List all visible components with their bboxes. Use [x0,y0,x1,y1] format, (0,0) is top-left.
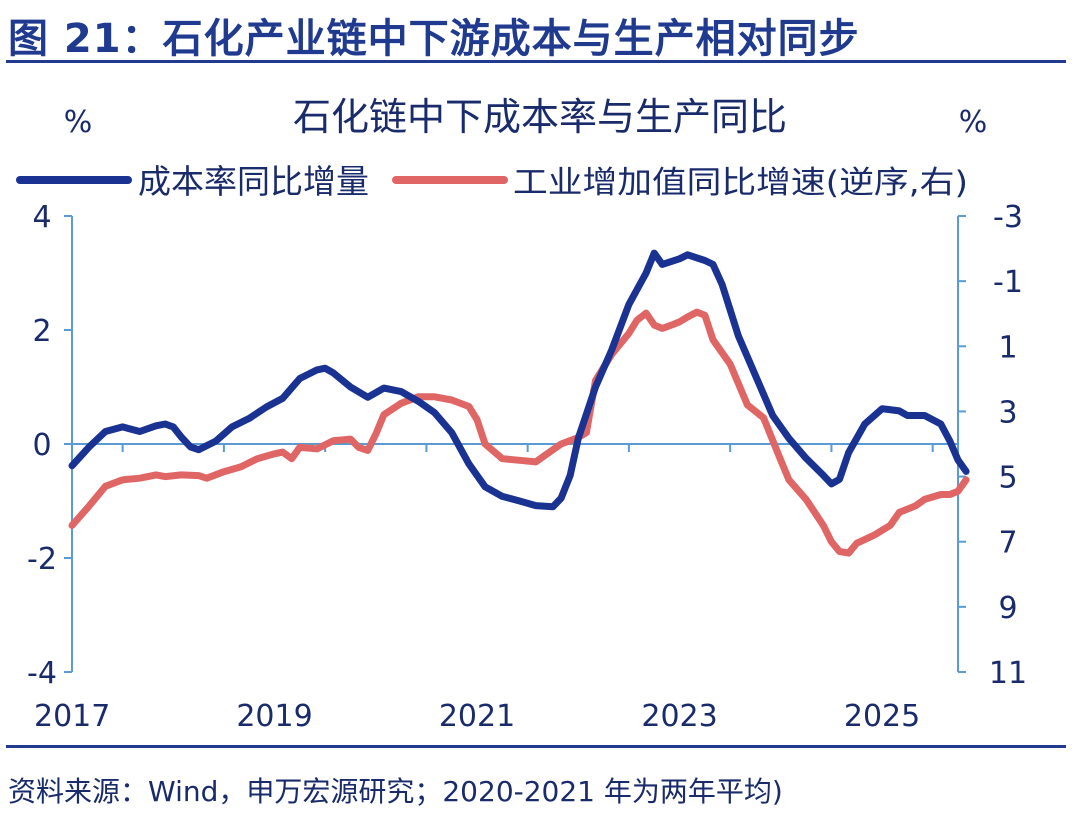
chart-title: 石化链中下成本率与生产同比 [293,95,787,139]
right-tick-label: -1 [993,265,1023,300]
series-line-industrial-production [68,308,970,557]
right-tick-label: 9 [998,591,1017,626]
right-unit-label: % [959,105,988,140]
left-tick-label: 0 [32,428,51,463]
right-tick-label: 7 [998,526,1017,561]
right-tick-label: 5 [998,461,1017,496]
legend-label-cost: 成本率同比增量 [138,162,369,201]
x-tick-label: 2021 [439,699,515,734]
legend-label-production: 工业增加值同比增速(逆序,右) [513,165,968,201]
right-tick-label: -3 [993,200,1023,235]
left-tick-label: 2 [32,314,51,349]
left-tick-label: -4 [27,656,57,691]
right-tick-label: 1 [998,330,1017,365]
axes: 4 2 0 -2 -4 -3 -1 1 3 5 7 9 11 2017 2019 2021 2023 2025 [27,200,1027,734]
left-tick-label: -2 [27,542,57,577]
x-tick-label: 2019 [236,699,312,734]
series-line-cost-rate [68,249,970,511]
left-unit-label: % [64,105,93,140]
right-tick-label: 3 [998,395,1017,430]
series-lines [68,249,970,557]
legend: 成本率同比增量 工业增加值同比增速(逆序,右) [16,162,968,201]
figure-title: 图 21：石化产业链中下游成本与生产相对同步 [8,16,860,62]
left-tick-label: 4 [32,200,51,235]
x-tick-label: 2025 [844,699,920,734]
top-rule [6,60,1066,63]
bottom-rule [6,745,1066,748]
source-note: 资料来源：Wind，申万宏源研究；2020-2021 年为两年平均) [8,775,783,808]
right-tick-label: 11 [989,656,1027,691]
x-tick-label: 2017 [34,699,110,734]
x-tick-label: 2023 [641,699,717,734]
